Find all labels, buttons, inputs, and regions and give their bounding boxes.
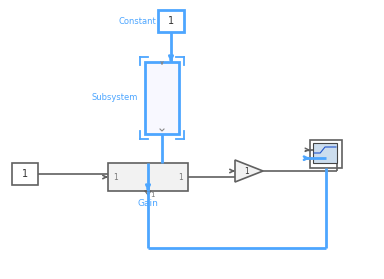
Text: 1: 1 <box>168 16 174 26</box>
Bar <box>158 10 184 32</box>
Bar <box>108 163 188 191</box>
Bar <box>145 62 179 134</box>
Text: 1: 1 <box>22 169 28 179</box>
Bar <box>12 163 38 185</box>
Bar <box>313 143 337 163</box>
Text: 1: 1 <box>178 172 183 182</box>
Text: 1: 1 <box>113 172 118 182</box>
Text: 1: 1 <box>244 167 248 175</box>
Text: Constant: Constant <box>118 16 156 25</box>
Text: Subsystem: Subsystem <box>92 93 138 102</box>
Polygon shape <box>235 160 263 182</box>
Bar <box>310 140 342 168</box>
Text: Gain: Gain <box>137 199 159 208</box>
Text: 1: 1 <box>150 192 154 198</box>
